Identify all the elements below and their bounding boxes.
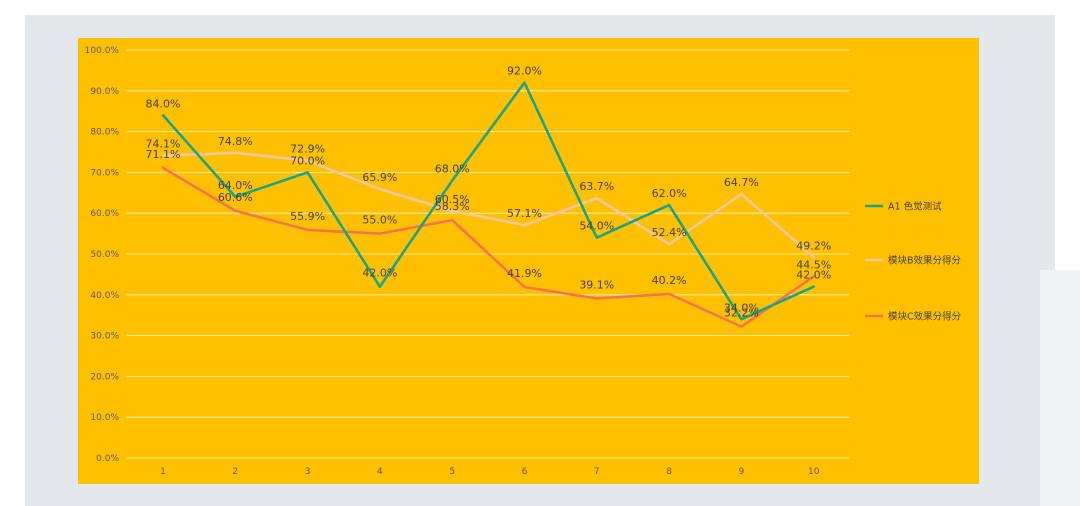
background-shape [1040,270,1080,506]
y-tick-label: 50.0% [90,250,119,260]
data-label: 39.1% [579,278,614,291]
data-label: 49.2% [796,239,831,252]
x-tick-label: 4 [377,467,383,477]
data-label: 74.1% [146,138,181,151]
y-tick-label: 90.0% [90,87,119,97]
data-labels: 84.0% 64.0% 70.0% 42.0% 68.0% 92.0% 54.0% 62.0%… [146,65,832,320]
data-label: 55.9% [290,210,325,223]
data-label: 55.0% [362,214,397,227]
series-lines [161,81,816,328]
x-tick-label: 6 [522,467,528,477]
legend-label: 模块B效果分得分 [888,255,962,267]
y-tick-label: 20.0% [90,372,119,382]
data-label: 65.9% [362,171,397,184]
data-label: 42.0% [796,269,831,282]
data-label: 64.7% [724,176,759,189]
data-label: 74.8% [218,135,253,148]
x-tick-label: 7 [594,467,600,477]
data-label: 71.1% [146,148,181,161]
data-label: 34.0% [724,301,759,314]
y-axis: 0.0% 10.0% 20.0% 30.0% 40.0% 50.0% 60.0% 70.0% 8… [85,46,120,464]
x-tick-label: 5 [449,467,455,477]
x-tick-label: 10 [808,467,820,477]
x-tick-label: 2 [232,467,238,477]
data-label: 72.9% [290,143,325,156]
y-tick-label: 100.0% [85,46,120,56]
data-label: 41.9% [507,267,542,280]
chart-area [78,38,979,484]
data-label: 58.3% [435,200,470,213]
series-line [161,81,816,321]
data-label: 62.0% [652,187,687,200]
data-label: 64.0% [218,179,253,192]
y-tick-label: 40.0% [90,291,119,301]
data-label: 54.0% [579,220,614,233]
y-tick-label: 30.0% [90,332,119,342]
x-axis: 1 2 3 4 5 6 7 8 9 10 [160,467,820,477]
data-label: 60.5% [435,193,470,206]
legend-label: 模块C效果分得分 [888,311,962,323]
data-label: 70.0% [290,154,325,167]
data-label: 57.1% [507,207,542,220]
y-tick-label: 10.0% [90,413,119,423]
data-label: 40.2% [652,274,687,287]
x-tick-label: 9 [739,467,745,477]
series-line [161,166,816,328]
y-tick-label: 80.0% [90,128,119,138]
data-label: 44.5% [796,258,831,271]
y-tick-label: 70.0% [90,168,119,178]
y-tick-label: 0.0% [96,454,119,464]
x-tick-label: 1 [160,467,166,477]
x-tick-label: 8 [666,467,672,477]
data-label: 42.0% [362,267,397,280]
x-tick-label: 3 [305,467,311,477]
series-line [161,151,816,259]
legend-label: A1 色觉测试 [888,201,942,213]
y-tick-label: 60.0% [90,209,119,219]
data-label: 68.0% [435,163,470,176]
data-label: 84.0% [146,97,181,110]
data-label: 63.7% [579,180,614,193]
data-label: 32.2% [724,307,759,320]
data-label: 60.6% [218,191,253,204]
data-label: 52.4% [652,226,687,239]
data-label: 92.0% [507,65,542,78]
